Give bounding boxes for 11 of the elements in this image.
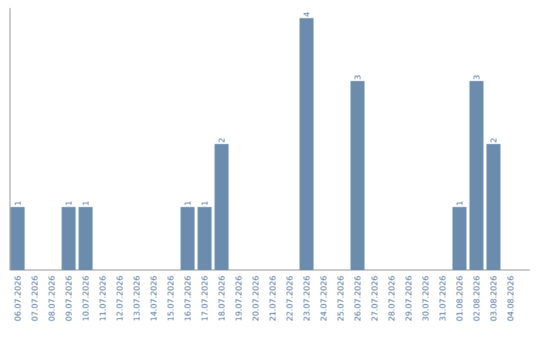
bar bbox=[214, 144, 229, 270]
bar bbox=[350, 81, 365, 270]
bar bbox=[486, 144, 500, 270]
bar bbox=[78, 207, 93, 270]
bar bbox=[300, 18, 314, 270]
bar bbox=[452, 207, 466, 270]
bar bbox=[469, 81, 484, 270]
bar bbox=[180, 207, 195, 270]
bar bbox=[198, 207, 212, 270]
bar bbox=[10, 207, 25, 270]
bar bbox=[62, 207, 76, 270]
